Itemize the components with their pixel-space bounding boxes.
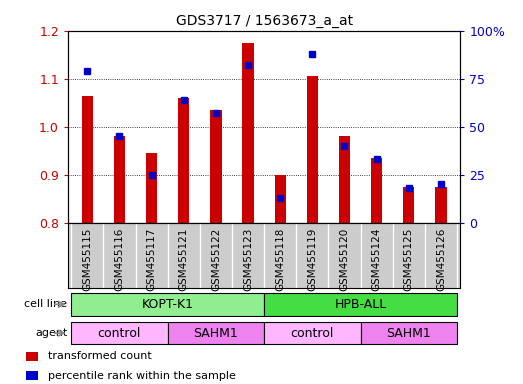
Bar	[306, 76, 318, 223]
Bar	[178, 98, 189, 223]
Text: transformed count: transformed count	[48, 351, 152, 361]
Text: GSM455117: GSM455117	[146, 228, 156, 291]
Bar	[339, 136, 350, 223]
Text: percentile rank within the sample: percentile rank within the sample	[48, 371, 236, 381]
Bar	[275, 175, 286, 223]
Text: GSM455122: GSM455122	[211, 228, 221, 291]
Text: GSM455118: GSM455118	[275, 228, 285, 291]
Text: HPB-ALL: HPB-ALL	[334, 298, 386, 311]
Text: GSM455124: GSM455124	[372, 228, 382, 291]
Text: GSM455116: GSM455116	[115, 228, 124, 291]
Bar	[264, 322, 360, 344]
Bar	[403, 187, 414, 223]
Bar	[71, 293, 264, 316]
Bar	[168, 322, 264, 344]
Bar	[243, 43, 254, 223]
Text: GSM455123: GSM455123	[243, 228, 253, 291]
Text: GSM455120: GSM455120	[339, 228, 349, 291]
Bar	[435, 187, 447, 223]
Bar	[82, 96, 93, 223]
Bar	[371, 158, 382, 223]
Text: KOPT-K1: KOPT-K1	[142, 298, 194, 311]
Bar	[71, 322, 168, 344]
Bar	[360, 322, 457, 344]
Text: GSM455119: GSM455119	[308, 228, 317, 291]
Text: GSM455121: GSM455121	[179, 228, 189, 291]
Bar	[26, 371, 38, 380]
Bar	[26, 351, 38, 361]
Title: GDS3717 / 1563673_a_at: GDS3717 / 1563673_a_at	[176, 14, 353, 28]
Text: agent: agent	[35, 328, 67, 338]
Bar	[264, 293, 457, 316]
Bar	[210, 110, 222, 223]
Text: cell line: cell line	[25, 299, 67, 310]
Text: GSM455115: GSM455115	[82, 228, 92, 291]
Text: GSM455125: GSM455125	[404, 228, 414, 291]
Text: SAHM1: SAHM1	[194, 327, 238, 339]
Text: SAHM1: SAHM1	[386, 327, 431, 339]
Bar	[146, 153, 157, 223]
Text: control: control	[98, 327, 141, 339]
Text: GSM455126: GSM455126	[436, 228, 446, 291]
Bar	[114, 136, 125, 223]
Text: control: control	[291, 327, 334, 339]
